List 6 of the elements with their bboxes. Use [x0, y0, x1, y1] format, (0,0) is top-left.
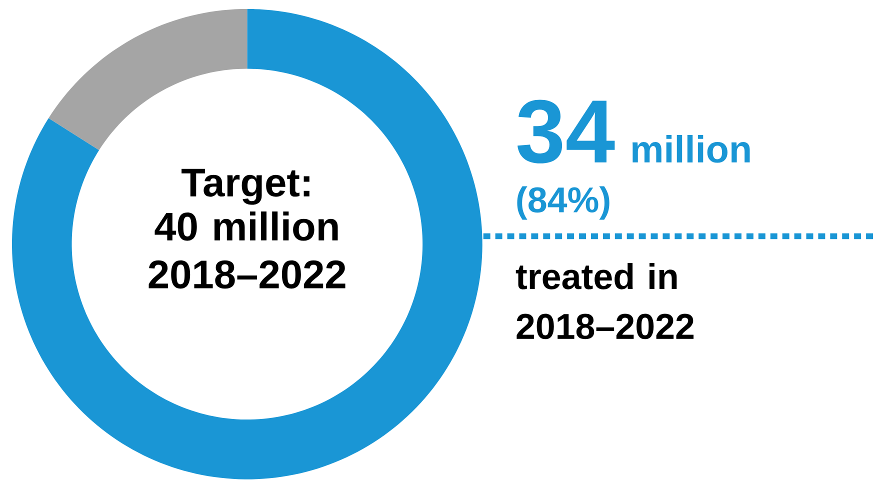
text: treated in 2018–2022 [516, 262, 694, 339]
data-label: (84%) [517, 186, 610, 220]
text: Target: [182, 168, 310, 205]
text: million [632, 134, 750, 163]
text: 40 million 2018–2022 [148, 211, 346, 288]
text: 34 [518, 100, 615, 164]
